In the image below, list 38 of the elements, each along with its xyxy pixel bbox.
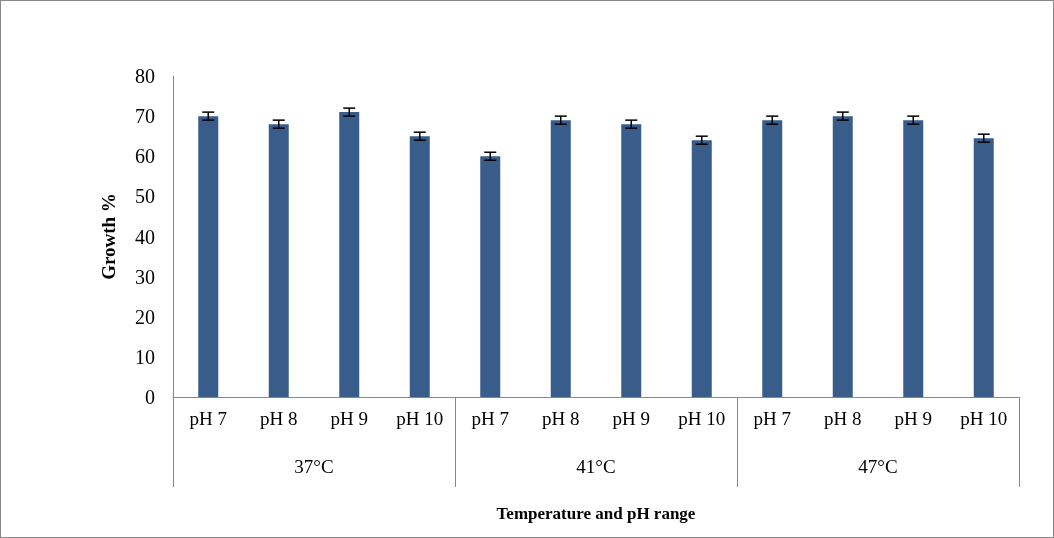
y-tick-label: 30 xyxy=(135,265,155,288)
x-tick-label: pH 8 xyxy=(542,408,580,429)
y-tick-label: 50 xyxy=(135,185,155,208)
y-tick-label: 40 xyxy=(135,225,155,248)
bar xyxy=(621,124,642,397)
x-tick-label: pH 8 xyxy=(824,408,862,429)
y-tick-label: 20 xyxy=(135,305,155,328)
x-tick-label: pH 9 xyxy=(612,408,650,429)
y-tick-label: 0 xyxy=(145,386,155,408)
y-tick-label: 60 xyxy=(135,145,155,168)
x-tick-label: pH 8 xyxy=(260,408,298,429)
bar xyxy=(903,120,924,397)
bar xyxy=(691,140,712,397)
x-tick-label: pH 9 xyxy=(894,408,932,429)
x-tick-label: pH 10 xyxy=(396,408,444,429)
bar xyxy=(550,120,571,397)
x-tick-label: pH 10 xyxy=(678,408,726,429)
x-tick-label: pH 10 xyxy=(960,408,1008,429)
bar xyxy=(973,138,994,397)
bar xyxy=(480,156,501,397)
y-axis-title: Growth % xyxy=(98,193,119,280)
x-tick-label: pH 7 xyxy=(189,408,227,429)
text: 41°C xyxy=(576,456,616,477)
y-tick-label: 80 xyxy=(135,65,155,87)
x-tick-label: pH 9 xyxy=(330,408,368,429)
bar xyxy=(198,116,219,397)
bar xyxy=(268,124,289,397)
bar xyxy=(409,136,430,397)
y-tick-label: 10 xyxy=(135,345,155,368)
text: 37°C xyxy=(294,456,334,477)
x-tick-label: pH 7 xyxy=(471,408,509,429)
bar xyxy=(832,116,853,397)
bar xyxy=(762,120,783,397)
bar xyxy=(339,112,360,397)
x-tick-label: pH 7 xyxy=(753,408,791,429)
y-tick-label: 70 xyxy=(135,105,155,128)
x-axis-title: Temperature and pH range xyxy=(496,504,696,523)
text: 47°C xyxy=(858,456,898,477)
